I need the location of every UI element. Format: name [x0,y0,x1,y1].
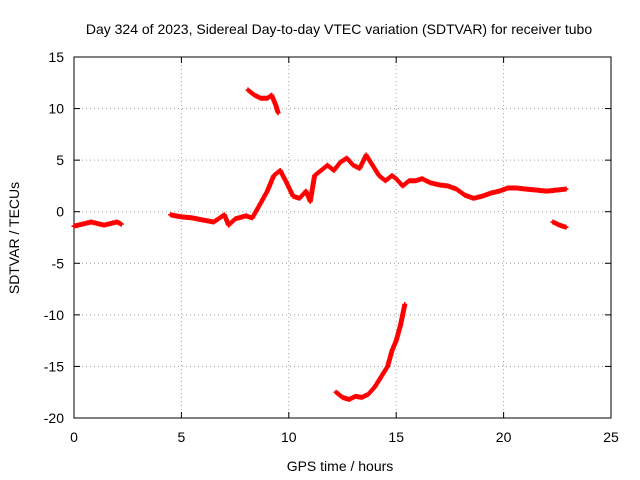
x-axis-label: GPS time / hours [287,458,394,474]
y-tick-label: -15 [44,358,64,374]
x-tick-label: 0 [70,429,78,445]
data-point [275,110,281,116]
data-point [563,186,569,192]
y-tick-label: -10 [44,307,64,323]
x-tick-label: 20 [496,429,512,445]
x-tick-label: 5 [178,429,186,445]
y-tick-label: 15 [48,49,64,65]
y-tick-label: 5 [56,152,64,168]
y-tick-label: 10 [48,101,64,117]
x-tick-label: 15 [388,429,404,445]
data-point [402,302,408,308]
plot-frame [73,56,612,419]
y-tick-label: -5 [52,255,65,271]
axis-ticks: 0 5 10 15 20 25 -20 -15 -10 -5 0 5 10 15 [44,49,619,445]
chart-title: Day 324 of 2023, Sidereal Day-to-day VTE… [86,21,593,37]
y-axis-label: SDTVAR / TECUs [6,182,22,294]
x-tick-label: 25 [603,429,619,445]
x-tick-label: 10 [281,429,297,445]
y-tick-label: 0 [56,204,64,220]
data-point [118,221,124,227]
data-points [71,87,569,402]
y-tick-label: -20 [44,410,64,426]
data-point [563,224,569,230]
